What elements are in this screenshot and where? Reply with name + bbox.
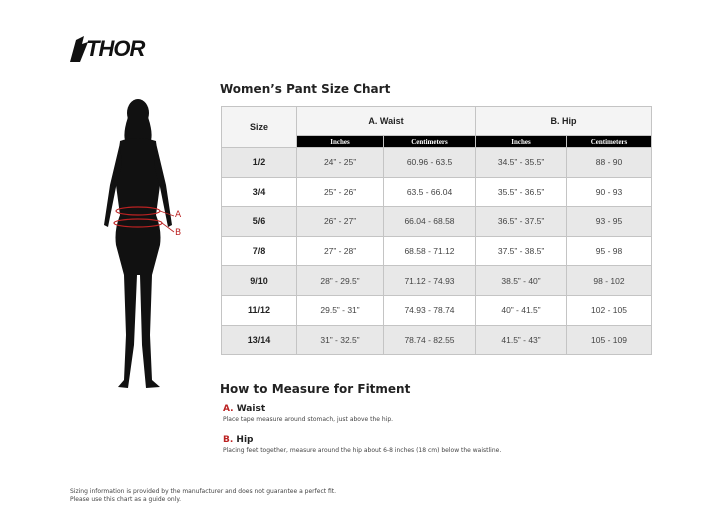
waist-cm-cell: 78.74 - 82.55	[383, 324, 476, 356]
hip-description: Placing feet together, measure around th…	[223, 447, 502, 454]
hip-inches-cell: 35.5” - 36.5”	[475, 176, 567, 208]
table-row: 11/12 29.5” - 31” 74.93 - 78.74 40” - 41.5”…	[221, 294, 652, 326]
disclaimer-line-2: Please use this chart as a guide only.	[70, 496, 181, 503]
marker-a: A	[175, 210, 182, 220]
hip-inches-cell: 41.5” - 43”	[475, 324, 567, 356]
measure-title: How to Measure for Fitment	[220, 382, 411, 396]
waist-cm-cell: 71.12 - 74.93	[383, 265, 476, 296]
waist-header: A. Waist	[296, 106, 476, 136]
hip-cm-cell: 95 - 98	[566, 235, 652, 267]
marker-b: B	[175, 228, 182, 238]
waist-inches-cell: 25” - 26”	[296, 176, 384, 208]
table-row: 1/2 24” - 25” 60.96 - 63.5 34.5” - 35.5” 88 …	[221, 147, 652, 178]
waist-description: Place tape measure around stomach, just …	[223, 416, 394, 423]
waist-cm-cell: 66.04 - 68.58	[383, 206, 476, 237]
size-cell: 11/12	[221, 294, 297, 326]
hip-cm-cell: 88 - 90	[566, 147, 652, 178]
size-cell: 1/2	[221, 147, 297, 178]
table-row: 3/4 25” - 26” 63.5 - 66.04 35.5” - 36.5” 90 …	[221, 176, 652, 208]
hip-cm-cell: 90 - 93	[566, 176, 652, 208]
size-header: Size	[221, 106, 297, 148]
hip-inches-cell: 38.5” - 40”	[475, 265, 567, 296]
hip-inches-cell: 34.5” - 35.5”	[475, 147, 567, 178]
waist-inches-cell: 31” - 32.5”	[296, 324, 384, 356]
hip-cm-cell: 102 - 105	[566, 294, 652, 326]
size-cell: 3/4	[221, 176, 297, 208]
hip-header: B. Hip	[475, 106, 652, 136]
hip-inches-cell: 37.5” - 38.5”	[475, 235, 567, 267]
waist-cm-cell: 63.5 - 66.04	[383, 176, 476, 208]
size-table: Size A. Waist B. Hip Inches Centimeters …	[221, 106, 652, 356]
waist-inches-cell: 26” - 27”	[296, 206, 384, 237]
waist-inches-cell: 24” - 25”	[296, 147, 384, 178]
disclaimer-line-1: Sizing information is provided by the ma…	[70, 488, 337, 495]
hip-inches-cell: 40” - 41.5”	[475, 294, 567, 326]
size-cell: 5/6	[221, 206, 297, 237]
table-row: 7/8 27” - 28” 68.58 - 71.12 37.5” - 38.5” 95…	[221, 235, 652, 267]
thor-logo-icon	[70, 36, 88, 62]
table-row: 9/10 28” - 29.5” 71.12 - 74.93 38.5” - 40” 9…	[221, 265, 652, 296]
page-title: Women’s Pant Size Chart	[220, 82, 391, 96]
table-row: 13/14 31” - 32.5” 78.74 - 82.55 41.5” - 43”…	[221, 324, 652, 356]
waist-cm-cell: 60.96 - 63.5	[383, 147, 476, 178]
waist-inches-cell: 29.5” - 31”	[296, 294, 384, 326]
size-cell: 9/10	[221, 265, 297, 296]
hip-cm-cell: 93 - 95	[566, 206, 652, 237]
table-row: 5/6 26” - 27” 66.04 - 68.58 36.5” - 37.5” 93…	[221, 206, 652, 237]
waist-cm-cell: 68.58 - 71.12	[383, 235, 476, 267]
hip-inches-cell: 36.5” - 37.5”	[475, 206, 567, 237]
hip-label: B. Hip	[223, 435, 254, 445]
brand-logo: THOR	[86, 36, 145, 61]
woman-silhouette-icon	[104, 99, 175, 388]
waist-cm-cell: 74.93 - 78.74	[383, 294, 476, 326]
hip-cm-cell: 98 - 102	[566, 265, 652, 296]
waist-cm-header: Centimeters	[383, 135, 476, 148]
waist-label: A. Waist	[223, 404, 266, 414]
hip-cm-cell: 105 - 109	[566, 324, 652, 356]
waist-inches-header: Inches	[296, 135, 384, 148]
waist-inches-cell: 27” - 28”	[296, 235, 384, 267]
hip-inches-header: Inches	[475, 135, 567, 148]
size-cell: 13/14	[221, 324, 297, 356]
waist-inches-cell: 28” - 29.5”	[296, 265, 384, 296]
size-cell: 7/8	[221, 235, 297, 267]
hip-cm-header: Centimeters	[566, 135, 652, 148]
